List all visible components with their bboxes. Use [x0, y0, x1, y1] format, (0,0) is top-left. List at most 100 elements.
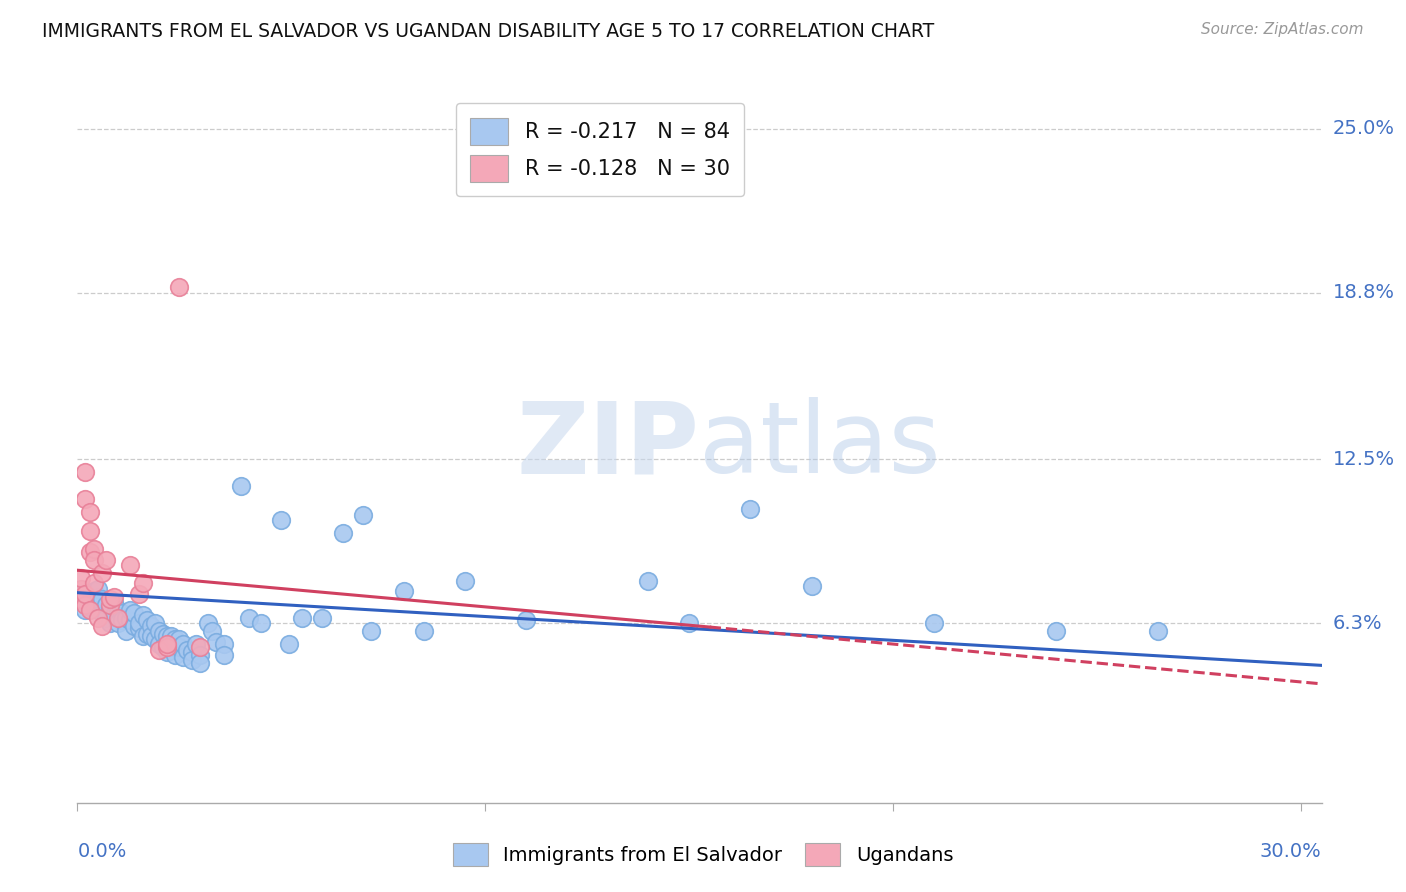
Point	[156, 640, 179, 654]
Point	[94, 552, 117, 566]
Point	[160, 640, 183, 654]
Text: 0.0%: 0.0%	[77, 842, 127, 861]
Point	[413, 624, 436, 638]
Point	[83, 584, 105, 599]
Point	[75, 466, 97, 480]
Point	[70, 587, 93, 601]
Point	[392, 584, 415, 599]
Point	[90, 566, 112, 580]
Point	[188, 656, 211, 670]
Point	[180, 653, 202, 667]
Point	[197, 616, 219, 631]
Point	[180, 645, 202, 659]
Point	[800, 579, 823, 593]
Text: 12.5%: 12.5%	[1333, 450, 1395, 468]
Point	[90, 618, 112, 632]
Legend: R = -0.217   N = 84, R = -0.128   N = 30: R = -0.217 N = 84, R = -0.128 N = 30	[456, 103, 744, 196]
Point	[87, 582, 110, 596]
Point	[515, 614, 537, 628]
Point	[143, 616, 166, 631]
Point	[79, 600, 101, 615]
Point	[90, 606, 112, 620]
Point	[229, 478, 252, 492]
Point	[128, 587, 150, 601]
Point	[83, 552, 105, 566]
Point	[111, 606, 134, 620]
Point	[169, 640, 191, 654]
Text: 18.8%: 18.8%	[1333, 283, 1395, 302]
Point	[98, 616, 121, 631]
Text: Source: ZipAtlas.com: Source: ZipAtlas.com	[1201, 22, 1364, 37]
Point	[70, 592, 93, 607]
Point	[103, 608, 125, 623]
Point	[131, 608, 153, 623]
Point	[124, 618, 146, 632]
Point	[143, 632, 166, 646]
Point	[212, 648, 235, 662]
Point	[201, 624, 224, 638]
Point	[332, 526, 354, 541]
Point	[79, 603, 101, 617]
Point	[94, 611, 117, 625]
Point	[156, 629, 179, 643]
Point	[90, 592, 112, 607]
Point	[139, 629, 162, 643]
Point	[83, 598, 105, 612]
Point	[637, 574, 659, 588]
Legend: Immigrants from El Salvador, Ugandans: Immigrants from El Salvador, Ugandans	[444, 835, 962, 873]
Point	[70, 571, 93, 585]
Point	[103, 595, 125, 609]
Point	[87, 590, 110, 604]
Point	[83, 542, 105, 557]
Point	[98, 592, 121, 607]
Point	[75, 587, 97, 601]
Point	[79, 505, 101, 519]
Point	[238, 611, 260, 625]
Point	[152, 626, 174, 640]
Point	[98, 598, 121, 612]
Point	[176, 642, 198, 657]
Point	[87, 611, 110, 625]
Point	[128, 621, 150, 635]
Point	[250, 616, 273, 631]
Point	[184, 637, 207, 651]
Point	[79, 592, 101, 607]
Point	[103, 590, 125, 604]
Point	[352, 508, 374, 522]
Point	[120, 558, 142, 572]
Point	[360, 624, 382, 638]
Point	[205, 634, 228, 648]
Point	[148, 637, 170, 651]
Point	[156, 645, 179, 659]
Point	[120, 603, 142, 617]
Text: atlas: atlas	[700, 398, 941, 494]
Point	[169, 632, 191, 646]
Point	[131, 629, 153, 643]
Point	[169, 280, 191, 294]
Point	[107, 616, 129, 631]
Point	[75, 598, 97, 612]
Text: ZIP: ZIP	[516, 398, 700, 494]
Point	[212, 637, 235, 651]
Point	[79, 545, 101, 559]
Point	[148, 642, 170, 657]
Point	[131, 576, 153, 591]
Point	[75, 491, 97, 506]
Point	[135, 614, 157, 628]
Point	[165, 632, 187, 646]
Point	[98, 600, 121, 615]
Point	[83, 576, 105, 591]
Point	[107, 611, 129, 625]
Point	[291, 611, 314, 625]
Point	[139, 618, 162, 632]
Point	[128, 616, 150, 631]
Point	[922, 616, 945, 631]
Point	[278, 637, 301, 651]
Point	[152, 640, 174, 654]
Point	[678, 616, 700, 631]
Point	[75, 603, 97, 617]
Point	[120, 614, 142, 628]
Point	[172, 650, 194, 665]
Point	[270, 513, 292, 527]
Point	[188, 648, 211, 662]
